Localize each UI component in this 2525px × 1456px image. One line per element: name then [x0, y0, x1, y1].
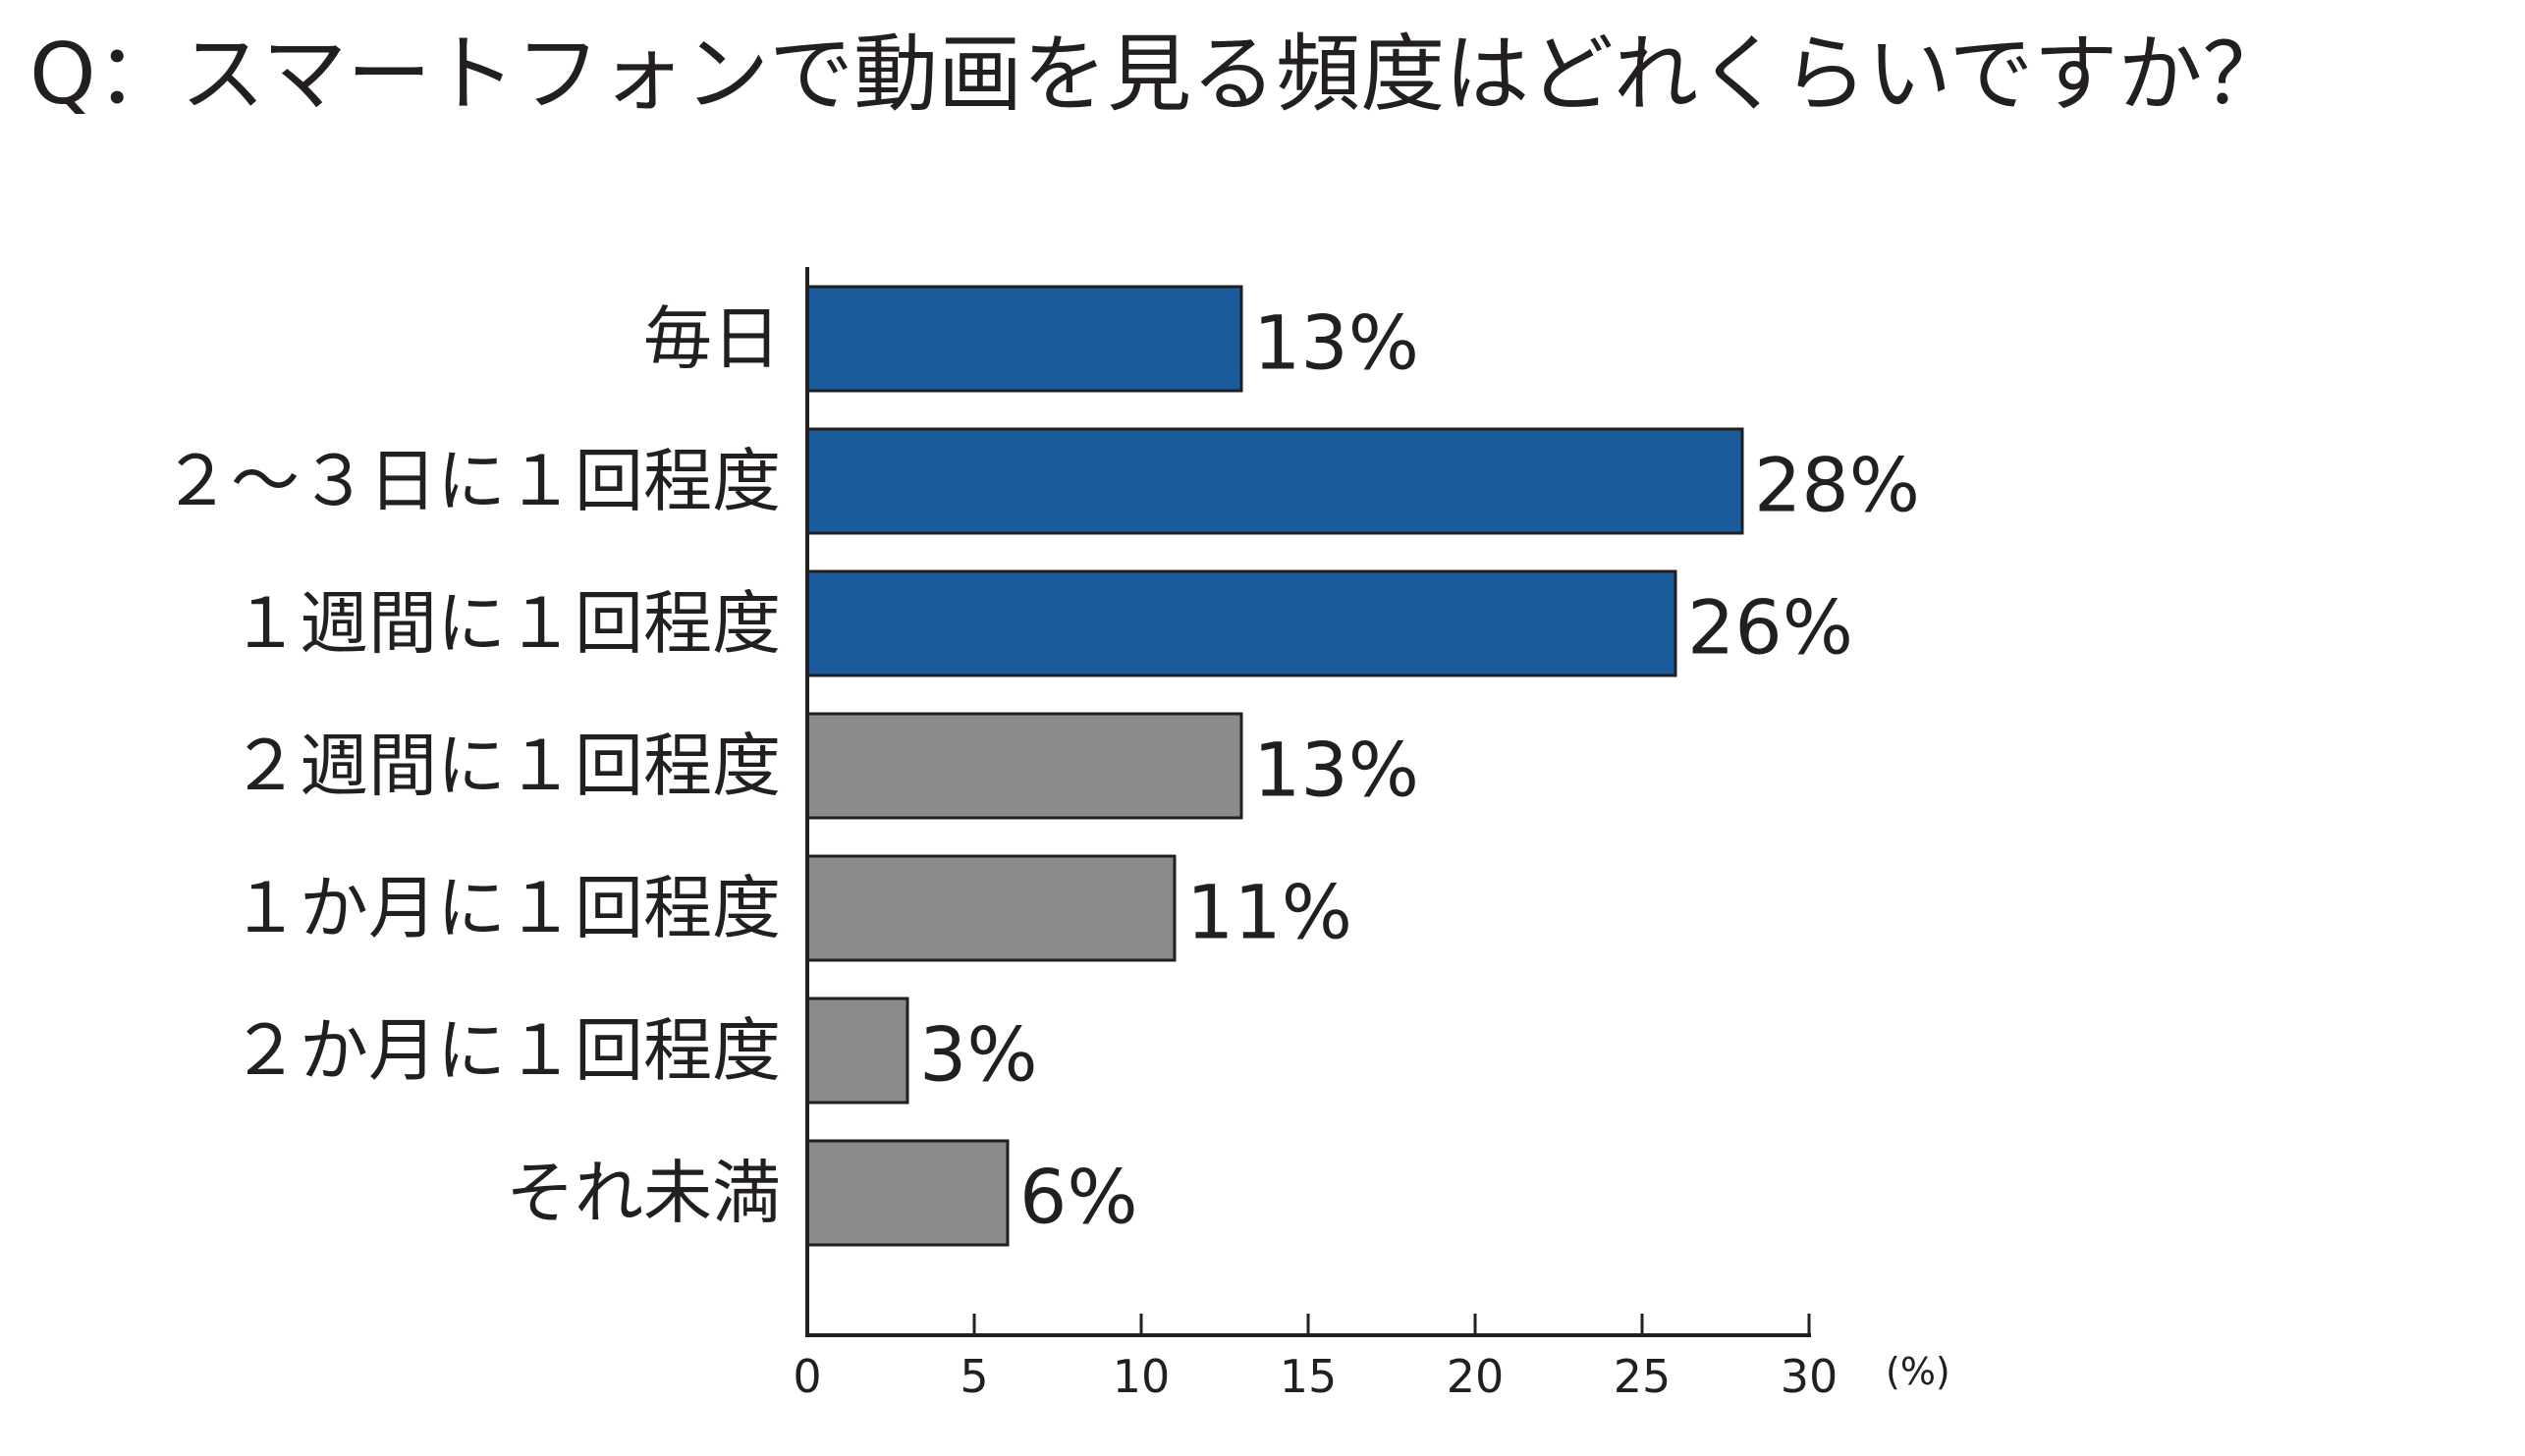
bar-6 — [805, 997, 909, 1105]
x-tick-label-5: 5 — [960, 1350, 988, 1403]
bars-group — [805, 285, 1744, 1247]
category-label-3: １週間に１回程度 — [231, 583, 781, 664]
x-axis-unit-label: (%) — [1886, 1350, 1950, 1393]
bar-2 — [805, 427, 1744, 535]
category-label-6: ２か月に１回程度 — [231, 1010, 781, 1091]
x-tick-label-10: 10 — [1113, 1350, 1171, 1403]
category-label-1: 毎日 — [643, 298, 781, 379]
bar-7 — [805, 1139, 1010, 1247]
x-tick-label-15: 15 — [1280, 1350, 1338, 1403]
labels-group: 毎日 13% ２～３日に１回程度 28% １週間に１回程度 26% ２週間に１回程度 13% １… — [162, 298, 1920, 1241]
category-label-2: ２～３日に１回程度 — [162, 441, 781, 521]
bar-1 — [805, 285, 1243, 393]
value-label-4: 13% — [1253, 727, 1419, 814]
value-label-3: 26% — [1687, 584, 1853, 672]
value-label-2: 28% — [1754, 442, 1920, 529]
value-label-1: 13% — [1253, 299, 1419, 387]
chart-title: Q：スマートフォンで動画を見る頻度はどれくらいですか？ — [29, 26, 2287, 124]
x-tick-label-0: 0 — [793, 1350, 821, 1403]
bar-4 — [805, 712, 1243, 820]
bar-5 — [805, 854, 1177, 962]
x-tick-label-30: 30 — [1781, 1350, 1839, 1403]
value-label-5: 11% — [1186, 869, 1352, 956]
category-label-5: １か月に１回程度 — [231, 868, 781, 948]
axes-group: 0 5 10 15 20 25 30 (%) — [793, 267, 1950, 1403]
value-label-7: 6% — [1019, 1154, 1138, 1241]
x-tick-label-20: 20 — [1447, 1350, 1505, 1403]
value-label-6: 3% — [919, 1011, 1038, 1099]
category-label-4: ２週間に１回程度 — [231, 726, 781, 806]
category-label-7: それ未満 — [506, 1153, 781, 1233]
x-tick-label-25: 25 — [1614, 1350, 1672, 1403]
bar-3 — [805, 569, 1677, 677]
